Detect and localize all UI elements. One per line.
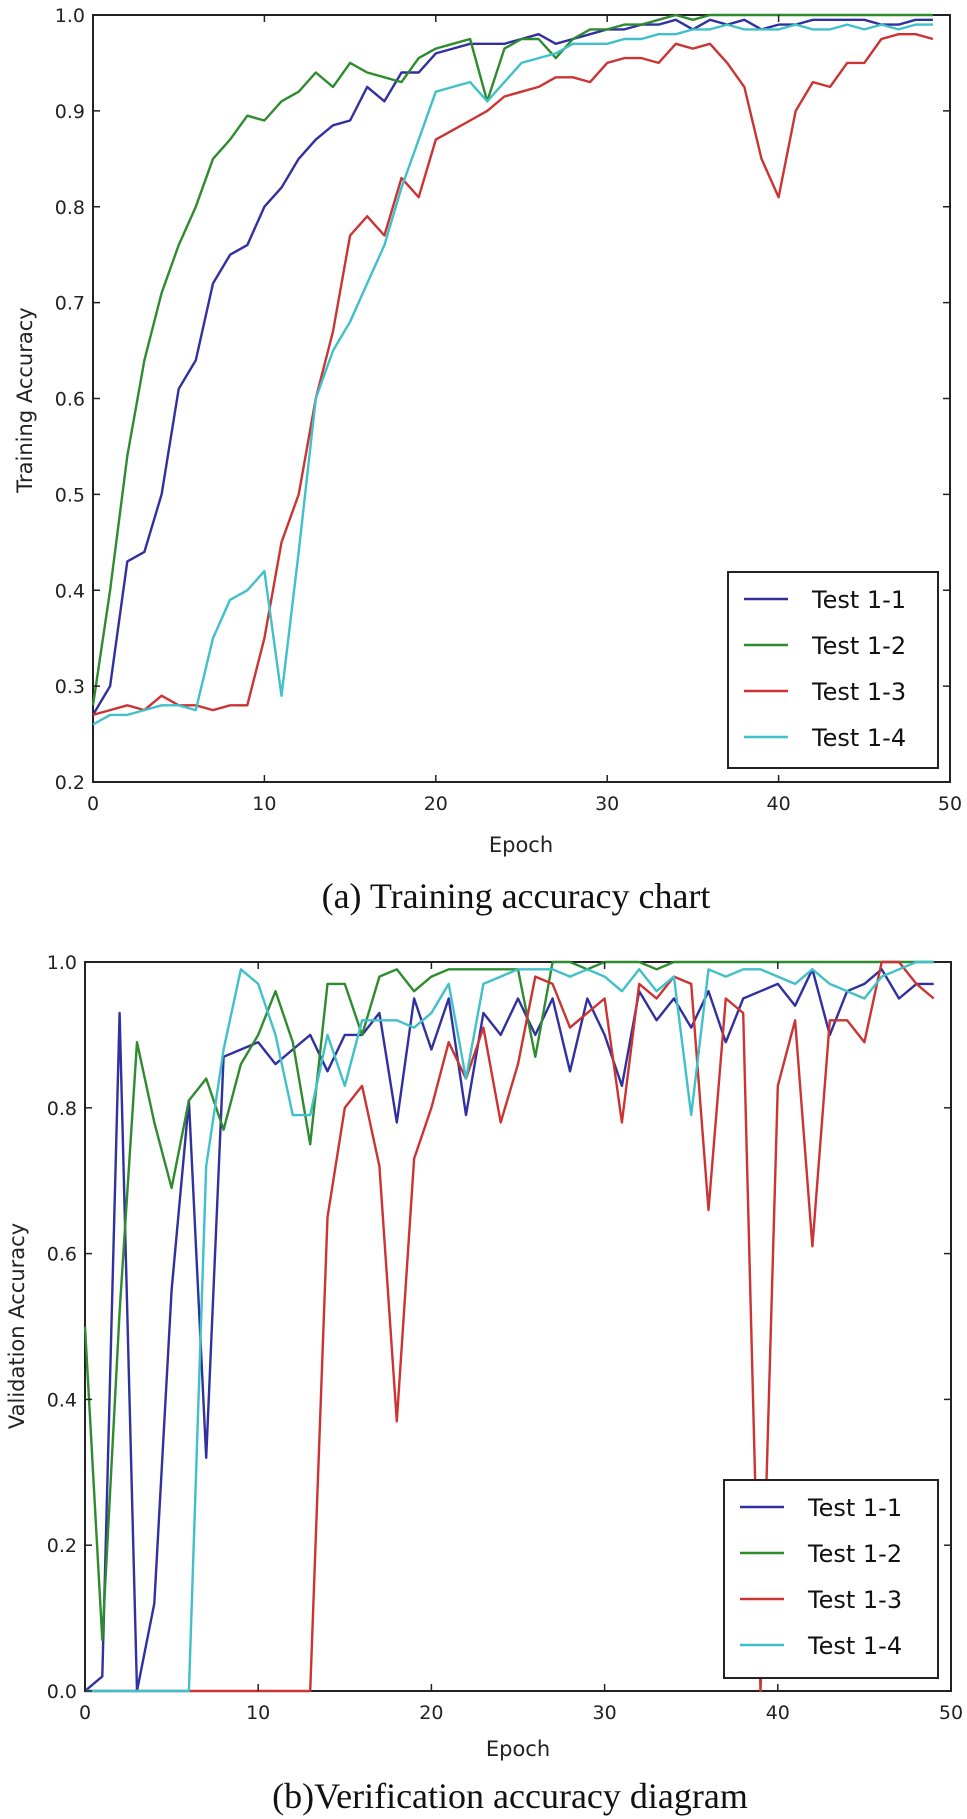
- y-tick-label: 0.4: [47, 1389, 77, 1411]
- y-tick-label: 0.9: [55, 101, 85, 123]
- x-tick-label: 10: [252, 793, 276, 815]
- legend-a: Test 1-1 Test 1-2 Test 1-3 Test 1-4: [727, 571, 939, 769]
- x-tick-label: 0: [87, 793, 99, 815]
- x-tick-label: 20: [419, 1702, 443, 1724]
- y-axis-label-a: Training Accuracy: [13, 307, 37, 493]
- x-tick-label: 30: [593, 1702, 617, 1724]
- series-line-test-1-1: [84, 968, 934, 1693]
- x-tick-label: 40: [766, 1702, 790, 1724]
- axis-ticks-a: 0 10 20 30 40 50 0.2 0.3 0.4 0.5 0.6 0.7 0.8 0.9 1.0: [55, 5, 962, 815]
- x-tick-label: 20: [424, 793, 448, 815]
- x-tick-label: 0: [79, 1702, 91, 1724]
- y-tick-label: 0.6: [47, 1244, 77, 1266]
- legend-label: Test 1-4: [811, 724, 906, 752]
- series-lines-b: [83, 960, 935, 1693]
- x-axis-label-b: Epoch: [486, 1737, 550, 1761]
- validation-accuracy-chart: 0 10 20 30 40 50 0.0 0.2 0.4 0.6 0.8 1.0 Epoch Vali…: [5, 952, 963, 1816]
- series-line-test-1-2: [83, 960, 934, 1642]
- x-tick-label: 40: [767, 793, 791, 815]
- legend-label: Test 1-2: [811, 632, 906, 660]
- legend-label: Test 1-1: [807, 1494, 902, 1522]
- x-tick-label: 50: [939, 1702, 963, 1724]
- x-axis-label-a: Epoch: [489, 833, 553, 857]
- y-tick-label: 0.5: [55, 484, 85, 506]
- x-tick-label: 30: [595, 793, 619, 815]
- y-tick-label: 0.7: [55, 293, 85, 315]
- y-tick-label: 0.2: [47, 1535, 77, 1557]
- legend-label: Test 1-4: [807, 1632, 902, 1660]
- training-accuracy-chart: 0 10 20 30 40 50 0.2 0.3 0.4 0.5 0.6 0.7 0.8 0.9 1.0 E…: [13, 5, 962, 916]
- y-tick-label: 0.4: [55, 580, 85, 602]
- legend-label: Test 1-2: [807, 1540, 902, 1568]
- legend-box-a: [727, 571, 939, 769]
- y-tick-label: 0.2: [55, 772, 85, 794]
- y-tick-label: 0.8: [47, 1098, 77, 1120]
- series-line-test-1-3: [85, 960, 935, 1693]
- x-tick-label: 50: [938, 793, 962, 815]
- series-line-test-1-3: [92, 33, 934, 717]
- x-tick-label: 10: [246, 1702, 270, 1724]
- legend-b: Test 1-1 Test 1-2 Test 1-3 Test 1-4: [723, 1479, 939, 1679]
- y-tick-label: 1.0: [47, 952, 77, 974]
- caption-a: (a) Training accuracy chart: [322, 876, 711, 916]
- series-line-test-1-2: [91, 13, 933, 706]
- series-line-test-1-4: [85, 960, 934, 1693]
- y-axis-label-b: Validation Accuracy: [5, 1223, 29, 1429]
- series-line-test-1-4: [92, 23, 933, 726]
- y-tick-label: 0.6: [55, 389, 85, 411]
- axis-ticks-b: 0 10 20 30 40 50 0.0 0.2 0.4 0.6 0.8 1.0: [47, 952, 963, 1724]
- legend-label: Test 1-3: [807, 1586, 902, 1614]
- y-tick-label: 0.3: [55, 676, 85, 698]
- y-tick-label: 1.0: [55, 5, 85, 27]
- legend-label: Test 1-3: [811, 678, 906, 706]
- y-tick-label: 0.8: [55, 197, 85, 219]
- y-tick-label: 0.0: [47, 1681, 77, 1703]
- series-lines-a: [91, 13, 934, 726]
- caption-b: (b)Verification accuracy diagram: [272, 1776, 748, 1816]
- legend-label: Test 1-1: [811, 586, 906, 614]
